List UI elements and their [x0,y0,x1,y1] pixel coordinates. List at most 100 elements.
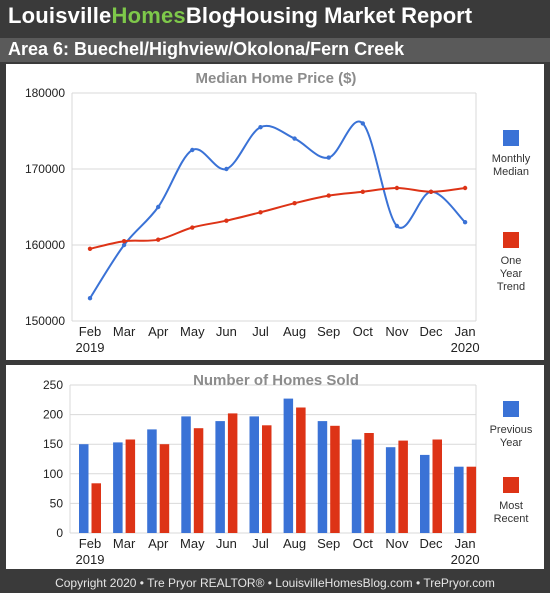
homes-sold-panel: 0 50 100 150 200 250 Number of Homes Sold Feb Ma… [6,365,544,569]
chart1-series-1-point [87,246,93,251]
chart1-x-tick-label: Sep [317,324,340,339]
chart2-bar-series-1 [432,439,442,533]
chart2-legend-label-1-1: Recent [494,513,529,525]
brand-part-blog: Blog [185,3,236,28]
chart2-bar-series-1 [466,466,477,533]
chart2-bar-series-1 [296,407,306,533]
chart2-x-tick-label: Mar [113,536,136,551]
chart2-y-tick-label: 250 [43,378,63,392]
chart1-series-1-point [224,218,229,223]
chart1-x-tick-label: Oct [353,324,374,339]
chart1-x-tick-label: Nov [385,324,409,339]
chart1-legend-label-0-1: Median [493,166,529,178]
chart1-legend-swatch-1 [503,232,519,248]
median-price-panel: Median Home Price ($) 150000 160000 170000 1… [6,64,544,360]
chart2-legend-label-0-0: Previous [490,424,533,436]
chart1-series-1-point [258,210,263,215]
brand-logo[interactable]: LouisvilleHomesBlog [8,3,236,29]
footer-text: Copyright 2020 • Tre Pryor REALTOR® • Lo… [55,576,495,590]
chart1-x-tick-label: Jul [252,324,269,339]
chart1-legend-label-1-0: One [501,255,522,267]
chart1-series-1-point [156,237,161,242]
chart2-title: Number of Homes Sold [193,372,359,389]
chart2-bar-series-1 [193,428,204,533]
chart2-x-tick-label: Feb [79,536,101,551]
chart2-x-tick-label: Jan [455,536,476,551]
chart2-x-year-first: 2019 [76,552,105,567]
chart2-bar-series-0 [249,416,259,533]
chart1-legend-label-1-1: Year [500,268,523,280]
chart2-x-tick-label: Apr [148,536,169,551]
chart2-y-tick-label: 50 [50,496,64,510]
chart2-x-tick-label: Dec [419,536,443,551]
chart1-series-1-point [121,239,127,244]
chart2-bar-series-1 [330,425,340,533]
chart1-series-0-point [360,121,365,126]
chart1-y-tick-label: 160000 [25,238,65,252]
chart1-series-1-point [360,189,365,194]
chart2-x-tick-label: Jun [216,536,237,551]
area-title: Area 6: Buechel/Highview/Okolona/Fern Cr… [8,39,405,59]
chart1-y-tick-label: 180000 [25,86,65,100]
chart1-y-tick-label: 170000 [25,162,65,176]
header: LouisvilleHomesBlog Housing Market Repor… [0,0,550,34]
chart1-series-0-point [258,125,263,130]
chart2-x-tick-label: Sep [317,536,340,551]
chart2-legend-swatch-0 [503,401,519,417]
footer: Copyright 2020 • Tre Pryor REALTOR® • Lo… [0,573,550,593]
chart2-bar-series-1 [227,413,238,533]
chart2-bar-series-0 [113,442,123,533]
chart1-series-1-line [89,186,466,250]
chart1-x-tick-label: Jun [216,324,237,339]
chart1-x-tick-label: May [180,324,205,339]
chart1-series-1-point [462,185,468,191]
chart1-series-0-point [292,136,297,141]
chart1-series-0-line [89,120,466,299]
chart1-x-year-first: 2019 [76,340,105,355]
chart1-y-tick-label: 150000 [25,314,65,328]
chart2-y-tick-label: 100 [43,467,63,481]
chart2-x-tick-label: Oct [353,536,374,551]
chart1-x-tick-label: Apr [148,324,169,339]
chart2-bar-series-1 [398,440,408,533]
report-title: Housing Market Report [230,3,473,28]
chart2-bar-series-0 [79,444,89,533]
chart2-bar-series-0 [420,454,430,533]
chart2-bar-series-0 [181,416,191,533]
chart1-series-1-point [326,193,331,198]
chart2-x-tick-label: Nov [385,536,409,551]
chart2-x-year-last: 2020 [451,552,480,567]
brand-part-louisville: Louisville [8,3,112,28]
chart1-x-tick-label: Jan [455,324,476,339]
chart2-bar-series-0 [317,421,328,533]
brand-part-homes: Homes [111,3,186,28]
chart1-x-tick-label: Feb [79,324,101,339]
chart1-series-0-point [121,242,127,248]
chart1-legend-label-0-0: Monthly [492,153,531,165]
chart2-y-tick-label: 150 [43,437,63,451]
chart2-x-tick-label: Jul [252,536,269,551]
area-bar: Area 6: Buechel/Highview/Okolona/Fern Cr… [0,38,550,62]
chart2-bar-series-1 [159,444,170,533]
chart2-y-tick-label: 200 [43,408,63,422]
chart1-series-0-point [326,155,331,160]
chart2-bar-series-1 [364,433,374,533]
chart1-series-0-point [224,166,229,172]
chart1-title: Median Home Price ($) [196,70,357,87]
chart1-series-0-point [462,220,468,225]
chart2-legend-label-0-1: Year [500,437,523,449]
chart1-x-tick-label: Dec [419,324,443,339]
chart1-series-1-point [190,225,195,230]
chart1-series-1-point [292,201,297,206]
chart2-bar-series-0 [385,447,396,533]
chart1-series-0-point [190,147,195,153]
chart2-x-tick-label: May [180,536,205,551]
median-price-chart: Median Home Price ($) 150000 160000 170000 1… [25,70,531,355]
chart1-series-1-point [394,185,400,191]
chart2-legend-swatch-1 [503,477,519,493]
chart1-series-0-point [394,223,400,229]
chart2-bar-series-0 [351,439,362,533]
chart2-bar-series-0 [454,466,464,533]
chart1-x-tick-label: Mar [113,324,136,339]
chart2-bar-series-0 [283,398,294,533]
